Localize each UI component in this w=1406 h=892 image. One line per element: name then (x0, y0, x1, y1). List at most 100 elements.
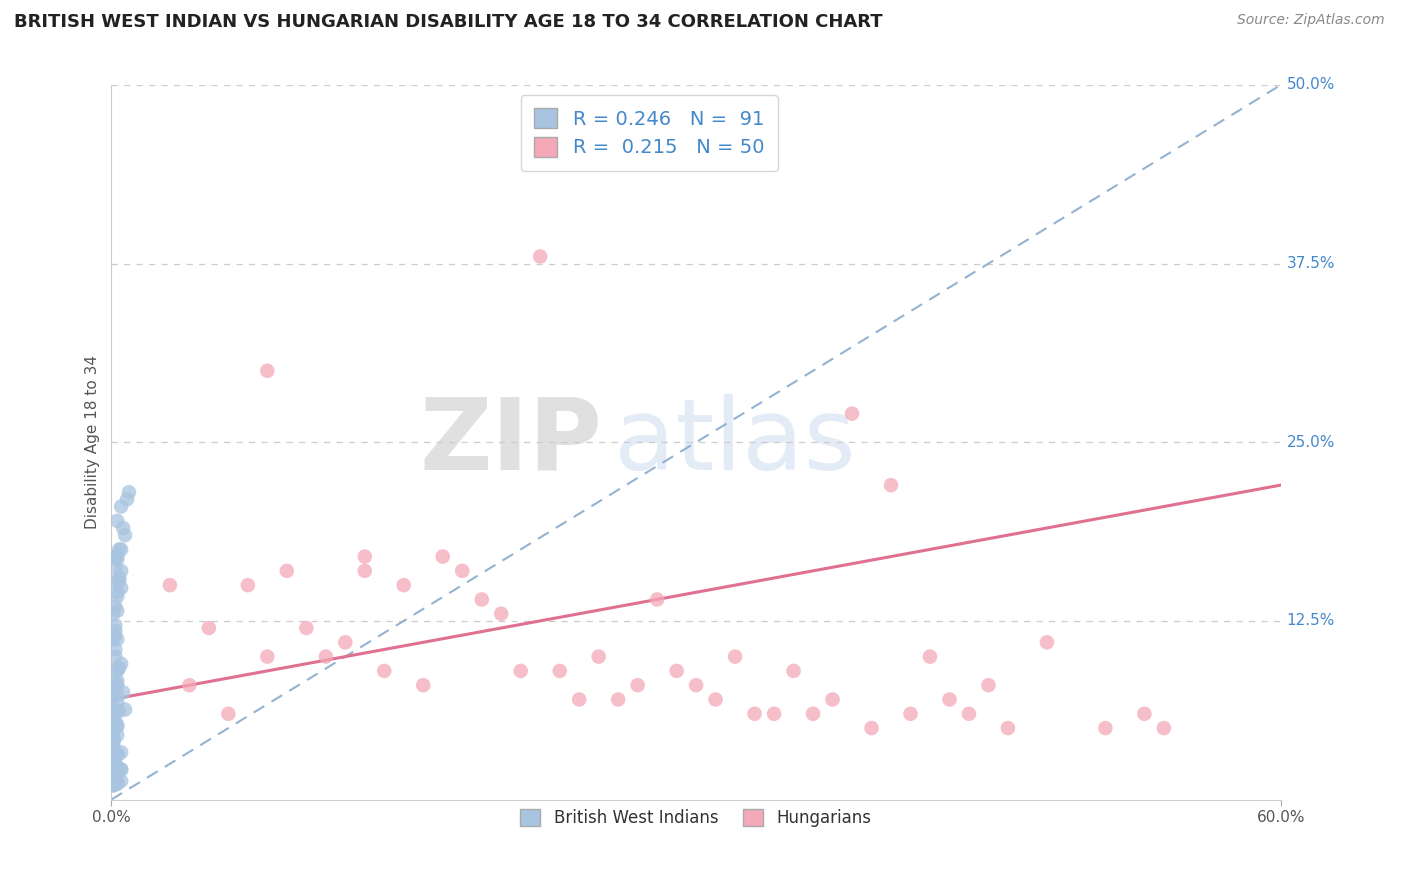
Point (108, 661, 131, 675)
Text: atlas: atlas (614, 393, 856, 491)
Point (103, 761, 125, 775)
Point (256, 364, 278, 378)
Point (108, 571, 131, 585)
Point (105, 728, 128, 742)
Point (110, 500, 132, 514)
Point (108, 542, 131, 557)
Point (335, 635, 357, 649)
Point (724, 649, 747, 664)
Point (104, 714, 127, 728)
Point (118, 485, 141, 500)
Point (276, 564, 298, 578)
Point (103, 778, 125, 792)
Text: 37.5%: 37.5% (1286, 256, 1336, 271)
Point (103, 777, 125, 791)
Point (105, 763, 128, 777)
Point (938, 692, 960, 706)
Point (295, 621, 318, 635)
Point (432, 549, 454, 564)
Point (103, 778, 125, 792)
Point (900, 706, 922, 721)
Point (104, 706, 127, 720)
Point (105, 514, 128, 528)
Point (110, 773, 132, 788)
Point (103, 720, 125, 734)
Text: 25.0%: 25.0% (1286, 434, 1336, 450)
Point (110, 763, 132, 777)
Point (103, 777, 125, 791)
Point (104, 561, 127, 575)
Point (104, 675, 127, 690)
Point (103, 765, 125, 780)
Point (103, 718, 125, 732)
Point (645, 592, 668, 607)
Point (110, 657, 132, 671)
Point (103, 777, 125, 791)
Point (105, 552, 128, 566)
Y-axis label: Disability Age 18 to 34: Disability Age 18 to 34 (86, 355, 100, 529)
Point (489, 607, 512, 621)
Point (103, 775, 125, 789)
Point (104, 649, 127, 664)
Point (1036, 635, 1059, 649)
Point (105, 718, 128, 732)
Point (110, 564, 132, 578)
Point (103, 737, 125, 751)
Point (1133, 706, 1156, 721)
Point (105, 720, 128, 734)
Point (315, 649, 337, 664)
Point (105, 604, 128, 618)
Point (104, 702, 127, 716)
Point (198, 621, 221, 635)
Point (1094, 721, 1116, 735)
Text: 12.5%: 12.5% (1286, 614, 1336, 628)
Point (103, 632, 125, 647)
Point (159, 578, 181, 592)
Point (110, 745, 132, 759)
Point (977, 678, 1000, 692)
Point (103, 778, 125, 792)
Point (782, 664, 804, 678)
Point (105, 590, 128, 604)
Point (353, 564, 375, 578)
Point (104, 628, 127, 642)
Point (957, 706, 980, 721)
Point (105, 766, 128, 780)
Point (105, 748, 128, 763)
Point (104, 777, 127, 791)
Point (110, 581, 132, 595)
Point (105, 759, 128, 773)
Point (105, 585, 128, 599)
Point (103, 748, 125, 763)
Point (105, 747, 128, 761)
Point (105, 678, 128, 692)
Point (103, 777, 125, 791)
Point (256, 649, 278, 664)
Point (353, 549, 375, 564)
Point (103, 745, 125, 759)
Point (997, 721, 1019, 735)
Point (103, 690, 125, 704)
Point (801, 706, 824, 721)
Point (110, 542, 132, 557)
Point (588, 649, 610, 664)
Point (451, 564, 474, 578)
Text: ZIP: ZIP (419, 393, 603, 491)
Point (105, 661, 128, 675)
Point (821, 692, 844, 706)
Point (104, 624, 127, 638)
Point (104, 549, 127, 564)
Point (373, 664, 395, 678)
Point (105, 664, 128, 678)
Point (104, 618, 127, 632)
Point (103, 775, 125, 789)
Point (115, 492, 138, 507)
Point (108, 574, 131, 588)
Point (114, 528, 136, 542)
Point (568, 692, 591, 706)
Point (103, 747, 125, 761)
Point (105, 695, 128, 709)
Point (918, 649, 941, 664)
Point (179, 678, 201, 692)
Point (103, 681, 125, 695)
